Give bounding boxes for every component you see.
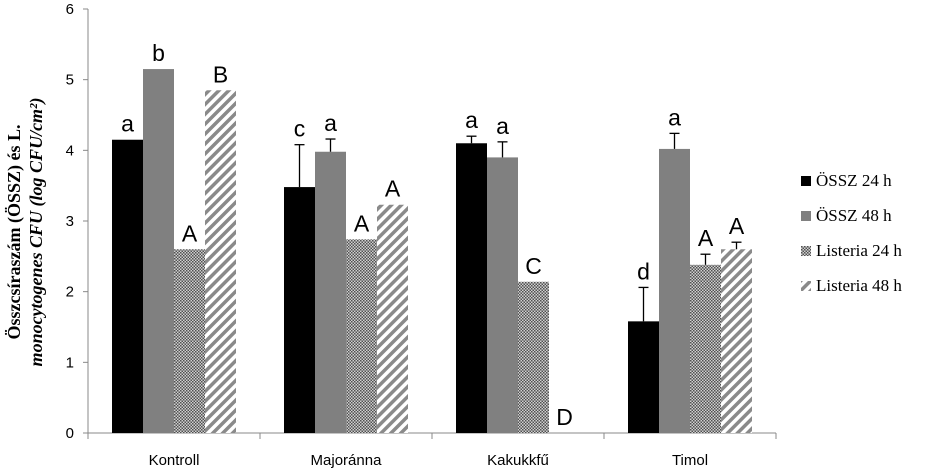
bar: [456, 143, 487, 433]
bar: [690, 264, 721, 433]
y-tick-label: 3: [66, 213, 74, 230]
significance-letter: A: [385, 176, 401, 202]
bar: [143, 69, 174, 434]
significance-letter: B: [213, 61, 228, 87]
legend-swatch: [801, 211, 811, 221]
significance-letter: A: [182, 220, 198, 246]
bar: [315, 151, 346, 433]
legend-swatch: [801, 281, 811, 291]
significance-letter: A: [698, 225, 714, 251]
bars: [112, 69, 752, 434]
legend: ÖSSZ 24 h ÖSSZ 48 h Listeria 24 h Listeria …: [801, 171, 902, 295]
bar: [721, 249, 752, 433]
legend-label: ÖSSZ 24 h: [816, 171, 892, 190]
significance-letter: A: [729, 213, 745, 239]
significance-letter: a: [465, 107, 478, 133]
significance-letter: b: [152, 40, 165, 66]
error-bars: [294, 132, 742, 322]
x-category-label: Kakukkfű: [487, 452, 549, 469]
y-tick-label: 0: [66, 425, 74, 442]
y-tick-label: 5: [66, 72, 74, 89]
legend-label: Listeria 48 h: [816, 276, 902, 295]
y-axis-label-line2: monocytogenes CFU (log CFU/cm²): [26, 98, 47, 367]
bar: [346, 239, 377, 433]
y-axis-label-line1: Összcsíraszám (ÖSSZ) és L.: [4, 125, 25, 340]
legend-label: Listeria 24 h: [816, 241, 902, 260]
bar: [518, 281, 549, 433]
x-category-label: Timol: [672, 452, 708, 469]
significance-letter: c: [294, 116, 306, 142]
y-ticks: 0 1 2 3 4 5 6: [66, 1, 88, 442]
legend-label: ÖSSZ 48 h: [816, 206, 892, 225]
significance-letter: A: [354, 210, 370, 236]
significance-letter: d: [637, 258, 650, 284]
y-tick-label: 1: [66, 354, 74, 371]
y-tick-label: 2: [66, 284, 74, 301]
bar: [112, 139, 143, 433]
bar: [205, 90, 236, 434]
significance-letter: a: [324, 110, 337, 136]
x-category-label: Kontroll: [149, 452, 200, 469]
significance-letter: C: [525, 253, 542, 279]
significance-letter: a: [121, 111, 134, 137]
bar: [659, 148, 690, 434]
bar: [284, 187, 315, 433]
bar: [628, 321, 659, 433]
significance-letter: D: [556, 404, 573, 430]
legend-swatch: [801, 246, 811, 256]
x-ticks: Kontroll Majoránna Kakukkfű Timol: [87, 433, 777, 469]
x-category-label: Majoránna: [311, 452, 383, 469]
bar: [377, 204, 408, 433]
legend-swatch: [801, 176, 811, 186]
y-tick-label: 4: [66, 142, 74, 159]
significance-letter: a: [668, 104, 681, 130]
significance-letter: a: [496, 113, 509, 139]
bar: [174, 249, 205, 433]
y-tick-label: 6: [66, 1, 74, 18]
bar: [487, 157, 518, 433]
